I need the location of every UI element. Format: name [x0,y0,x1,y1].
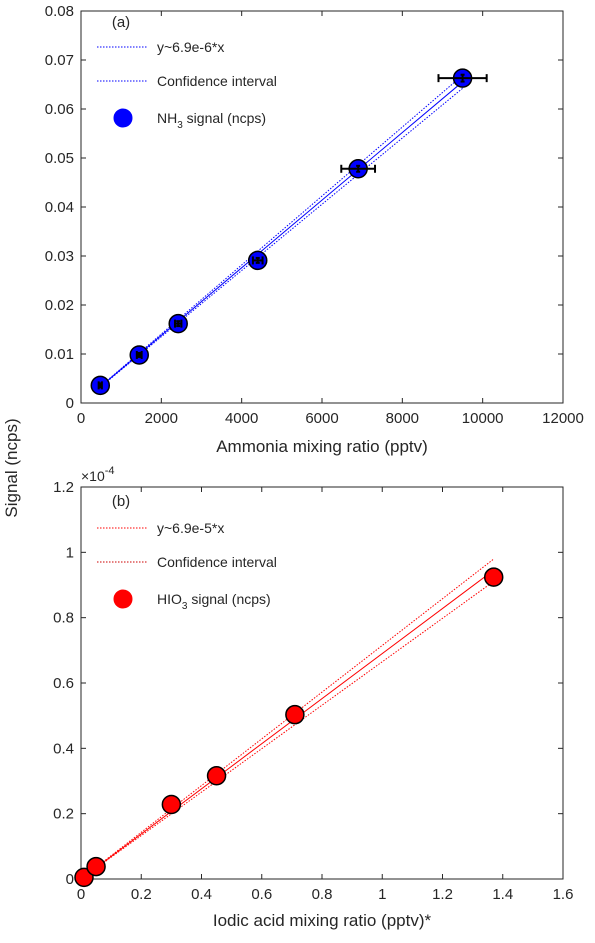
panel-b-y-tick-label: 1 [66,544,74,561]
panel-b-x-axis-label: Iodic acid mixing ratio (pptv)* [213,911,432,930]
panel-b-x-tick-label: 0.6 [251,886,272,903]
panel-b-data-point [161,794,182,815]
panel-a-y-tick-label: 0 [66,395,74,412]
panel-b-legend-fit-label: y~6.9e-5*x [157,520,224,536]
panel-a-x-tick-label: 2000 [145,410,178,427]
panel-b-y-tick-label: 0.8 [53,610,74,627]
panel-b-data-point [483,567,504,587]
panel-b-x-tick-label: 0 [77,886,85,903]
panel-b-label: (b) [112,493,130,510]
panel-b-legend: y~6.9e-5*x Confidence interval HIO3 sign… [97,520,277,612]
panel-a-x-ticks: 0 2000 4000 6000 8000 10000 12000 [77,11,584,427]
panel-b-confidence-lower-line [83,580,495,878]
panel-b-data-points [74,567,504,888]
panel-b-x-tick-label: 1 [378,886,386,903]
panel-a-y-tick-label: 0.07 [45,52,74,69]
panel-b-data-point [86,856,106,877]
panel-b-y-tick-label: 0 [66,871,74,888]
panel-b-plot-frame [80,486,564,880]
panel-a-confidence-lower-line [99,87,463,388]
panel-a-fit-line [99,81,463,388]
panel-b-x-tick-label: 0.2 [131,886,152,903]
panel-b-y-tick-label: 1.2 [53,479,74,496]
panel-a-y-tick-label: 0.05 [45,150,74,167]
panel-a: 0 2000 4000 6000 8000 10000 12000 0 0.01 0.02 0.0… [45,3,584,456]
panel-a-error-bars-overlay [97,73,488,390]
panel-b-x-tick-label: 1.2 [432,886,453,903]
panel-b-x-tick-label: 1.4 [492,886,513,903]
panel-a-y-tick-label: 0.06 [45,101,74,118]
panel-a-fit-lines [99,74,463,388]
panel-a-y-tick-label: 0.01 [45,346,74,363]
panel-a-x-tick-label: 12000 [542,410,584,427]
panel-a-y-tick-label: 0.08 [45,3,74,20]
panel-a-y-tick-label: 0.03 [45,248,74,265]
panel-b-x-tick-label: 1.6 [553,886,574,903]
panel-b-exponent-label: ×10-4 [81,465,115,484]
panel-a-x-tick-label: 0 [77,410,85,427]
panel-a-x-axis-label: Ammonia mixing ratio (pptv) [216,437,428,456]
panel-a-y-tick-label: 0.02 [45,297,74,314]
panel-a-legend: y~6.9e-6*x Confidence interval NH3 signa… [97,39,277,131]
panel-b-y-ticks: 0 0.2 0.4 0.6 0.8 1 1.2 [53,479,563,888]
panel-a-x-tick-label: 10000 [462,410,504,427]
panel-a-legend-series-label: NH3 signal (ncps) [157,110,266,131]
panel-b-y-tick-label: 0.6 [53,675,74,692]
panel-a-y-ticks: 0 0.01 0.02 0.03 0.04 0.05 0.06 0.07 0.08 [45,3,563,412]
panel-b-y-tick-label: 0.2 [53,806,74,823]
panel-a-x-tick-label: 6000 [305,410,338,427]
panel-a-legend-marker [113,108,133,128]
panel-b-y-tick-label: 0.4 [53,740,74,757]
panel-b-legend-series-label: HIO3 signal (ncps) [157,591,271,612]
panel-a-plot-frame [80,10,564,404]
panel-a-y-tick-label: 0.04 [45,199,74,216]
panel-b-legend-ci-label: Confidence interval [157,554,277,570]
panel-b-data-point [74,867,94,888]
panel-b-legend-marker [113,589,133,609]
panel-b-data-point [285,704,305,725]
panel-b-x-tick-label: 0.4 [191,886,212,903]
panel-a-legend-ci-label: Confidence interval [157,73,277,89]
panel-b: 0 0.2 0.4 0.6 0.8 1 1.2 1.4 1.6 0 0.2 0.4 0.6 0.8 1 1.… [53,465,573,930]
panel-a-x-tick-label: 4000 [225,410,258,427]
panel-a-x-tick-label: 8000 [386,410,419,427]
panel-b-data-point [206,766,227,786]
shared-y-axis-label: Signal (ncps) [2,418,21,517]
panel-b-x-tick-label: 0.8 [312,886,333,903]
panel-a-legend-fit-label: y~6.9e-6*x [157,39,224,55]
panel-a-label: (a) [112,14,130,31]
panel-b-fit-line [83,569,495,878]
